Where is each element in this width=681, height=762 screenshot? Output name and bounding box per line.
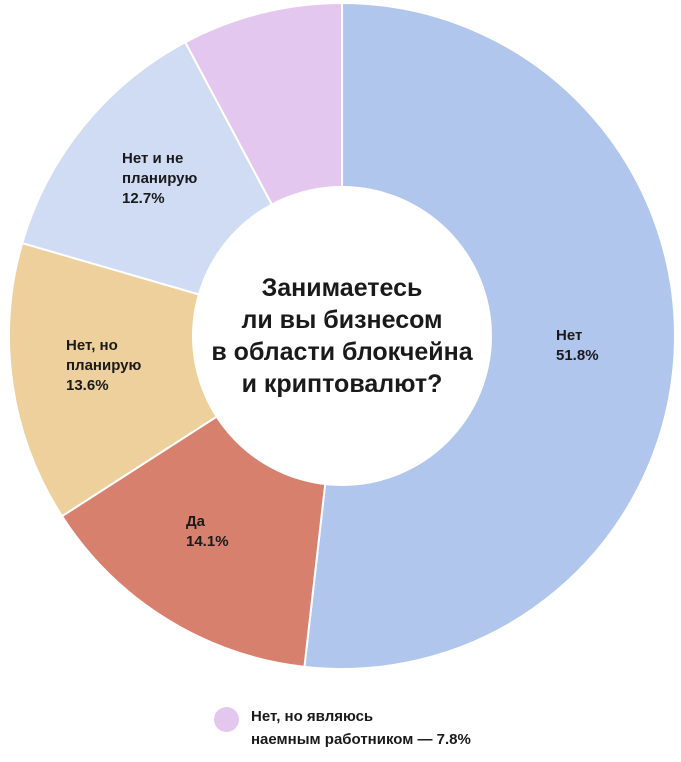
slice-label-line: Нет, но: [66, 337, 118, 354]
slice-label-line: 13.6%: [66, 377, 109, 394]
slice-label-3: Нет и не планирую 12.7%: [122, 150, 198, 207]
slice-label-0: Нет 51.8%: [556, 327, 599, 364]
center-question: Занимаетесь ли вы бизнесом в области блокч…: [211, 274, 473, 398]
slice-label-line: Нет и не: [122, 150, 183, 167]
slice-label-line: 14.1%: [186, 533, 229, 550]
donut-hole: [192, 186, 492, 486]
legend-swatch: [214, 707, 239, 732]
legend-text: Нет, но являюсь наемным работником — 7.8…: [251, 705, 471, 751]
legend-line-1: Нет, но являюсь: [251, 708, 374, 725]
slice-label-line: планирую: [122, 170, 198, 187]
center-question-line: ли вы бизнесом: [241, 306, 442, 334]
legend: Нет, но являюсь наемным работником — 7.8…: [214, 705, 471, 751]
slice-label-line: 51.8%: [556, 347, 599, 364]
center-question-line: и криптовалют?: [242, 370, 443, 398]
center-question-line: в области блокчейна: [211, 338, 473, 366]
slice-label-line: 12.7%: [122, 190, 165, 207]
slice-label-line: Нет: [556, 327, 582, 344]
slice-labels: Нет 51.8% Да 14.1% Нет, но планирую 13.6% Нет и…: [66, 150, 599, 550]
slice-label-line: Да: [186, 513, 206, 530]
slice-label-1: Да 14.1%: [186, 513, 229, 550]
slice-2: [8, 241, 345, 518]
slice-label-line: планирую: [66, 357, 142, 374]
center-question-line: Занимаетесь: [262, 274, 423, 302]
slice-label-2: Нет, но планирую 13.6%: [66, 337, 142, 394]
donut-chart: Занимаетесь ли вы бизнесом в области блокч…: [8, 1, 676, 670]
legend-line-2: наемным работником — 7.8%: [251, 731, 471, 748]
